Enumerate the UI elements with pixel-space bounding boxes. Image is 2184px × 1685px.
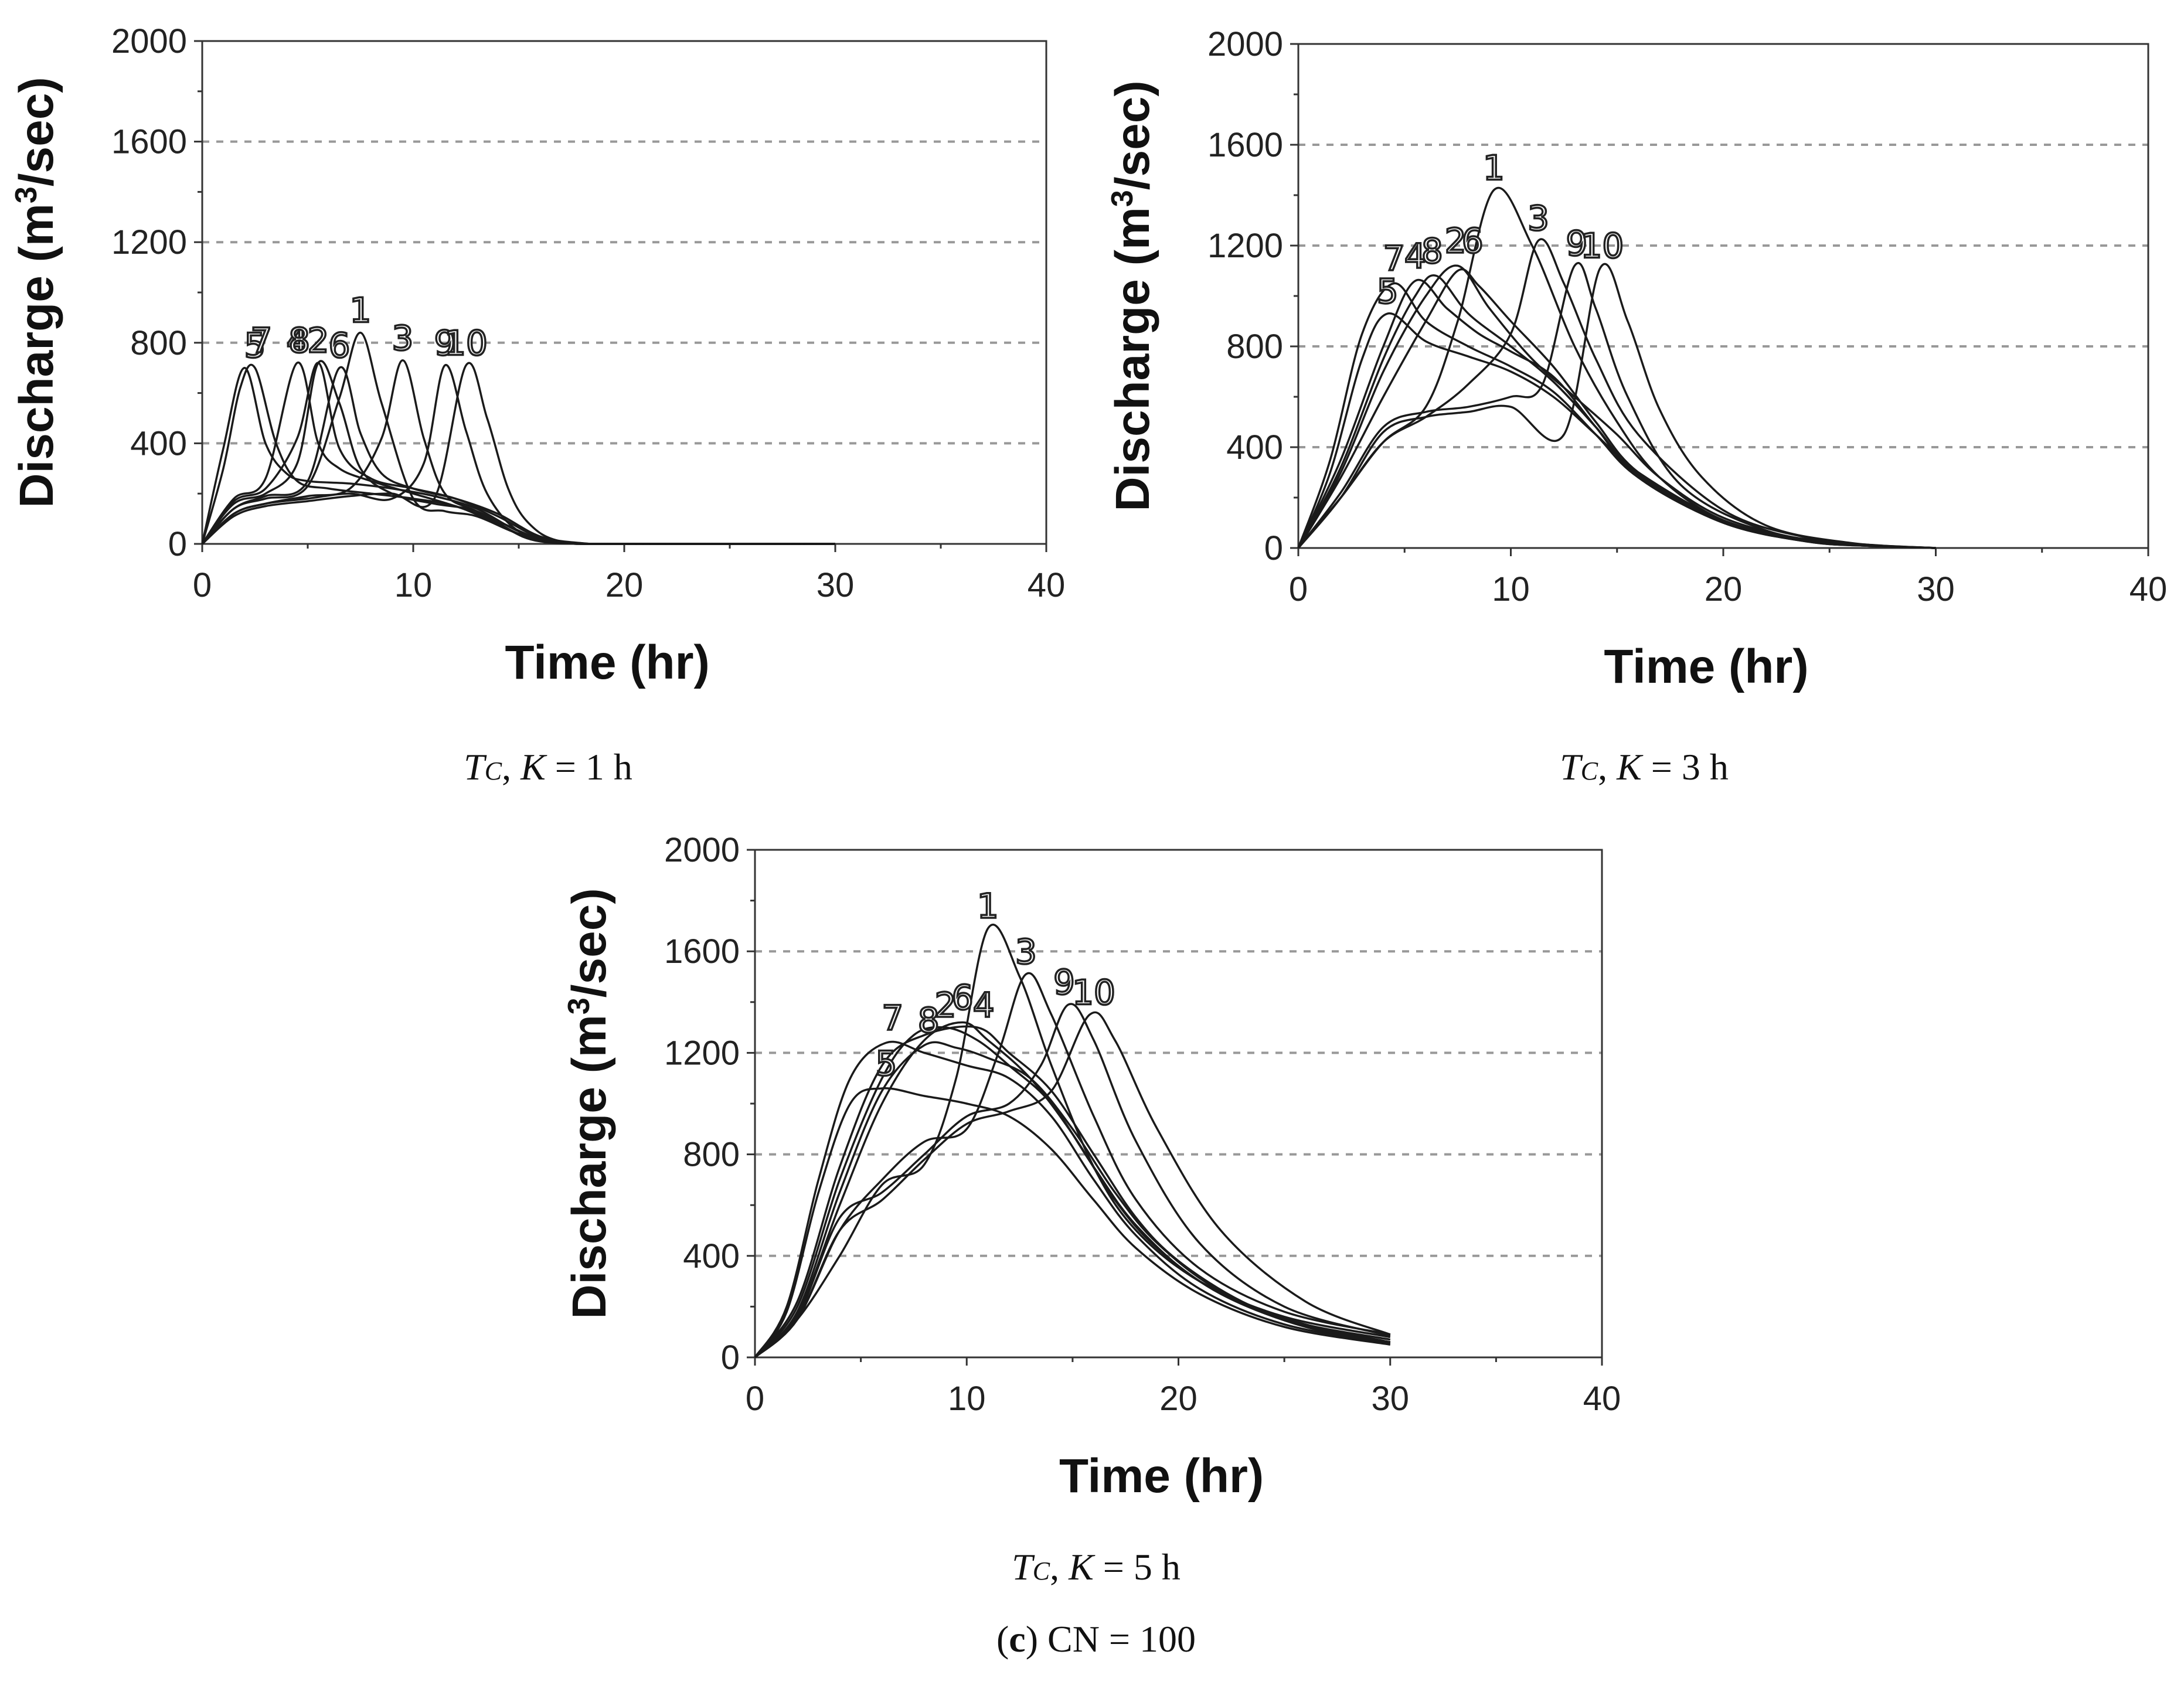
x-tick-label: 20: [1159, 1380, 1198, 1418]
peak-label-6: 6: [1462, 221, 1484, 261]
peak-label-5: 5: [244, 326, 266, 366]
peak-label-8: 8: [918, 1000, 940, 1040]
x-axis-title: Time (hr): [1059, 1449, 1264, 1503]
x-tick-label: 30: [1917, 570, 1955, 608]
y-tick-label: 400: [683, 1237, 740, 1275]
series-line-7: [1297, 282, 1936, 549]
series-line-4: [201, 362, 836, 545]
x-tick-label: 20: [1705, 570, 1743, 608]
peak-label-6: 6: [952, 978, 974, 1017]
caption-panel-1: TC, K = 1 h: [464, 746, 632, 788]
series-line-8: [1297, 274, 1936, 549]
x-tick-label: 40: [1028, 566, 1066, 604]
y-tick-label: 2000: [664, 831, 740, 869]
peak-label-9: 9: [1566, 223, 1587, 263]
series-line-10: [1297, 263, 1936, 549]
peak-label-7: 7: [250, 321, 272, 360]
series-line-8: [754, 1041, 1391, 1359]
peak-label-10: 10: [444, 323, 488, 363]
x-tick-label: 40: [2129, 570, 2168, 608]
series-line-4: [1297, 278, 1936, 549]
y-tick-label: 800: [1226, 328, 1283, 366]
peak-label-7: 7: [1383, 239, 1405, 278]
peak-label-10: 10: [1072, 972, 1115, 1012]
series-line-9: [1297, 262, 1936, 549]
peak-label-1: 1: [350, 291, 372, 331]
series-line-10: [754, 1011, 1391, 1359]
peak-label-4: 4: [287, 321, 308, 360]
x-tick-label: 20: [605, 566, 644, 604]
x-tick-label: 10: [1492, 570, 1530, 608]
peak-label-5: 5: [876, 1044, 897, 1084]
peak-label-4: 4: [973, 985, 995, 1025]
peak-label-3: 3: [1015, 932, 1037, 972]
peak-label-2: 2: [308, 321, 329, 360]
chart-panel-tc-k-1h: 0 400 800 1200 1600 2000 0 10 20 30 40 Time (hr) Dis…: [9, 22, 1065, 689]
y-tick-label: 400: [130, 424, 187, 462]
series-line-5: [201, 363, 836, 546]
x-tick-label: 10: [394, 566, 433, 604]
caption-panel-2: TC, K = 3 h: [1560, 746, 1729, 788]
series-line-9: [201, 364, 836, 545]
y-tick-label: 2000: [111, 22, 187, 60]
series-line-6: [754, 1021, 1391, 1359]
peak-label-7: 7: [882, 998, 903, 1038]
peak-label-4: 4: [1404, 236, 1426, 276]
series-line-9: [754, 1003, 1391, 1359]
peak-label-9: 9: [1053, 962, 1075, 1002]
y-tick-label: 1600: [664, 932, 740, 971]
y-tick-label: 1600: [111, 123, 187, 161]
y-tick-label: 1200: [1207, 227, 1283, 265]
y-tick-label: 800: [683, 1136, 740, 1174]
y-tick-label: 1200: [111, 223, 187, 261]
caption-panel-3: TC, K = 5 h: [1012, 1546, 1181, 1588]
peak-label-8: 8: [1421, 231, 1443, 271]
peak-label-5: 5: [1377, 271, 1399, 311]
y-tick-label: 400: [1226, 428, 1283, 467]
x-tick-label: 0: [746, 1380, 764, 1418]
series-line-2: [201, 360, 836, 545]
series-line-7: [754, 1040, 1391, 1358]
y-axis-title: Discharge (m3/sec): [562, 888, 616, 1319]
peak-label-2: 2: [1445, 221, 1467, 261]
y-tick-label: 0: [168, 525, 187, 563]
x-tick-label: 40: [1583, 1380, 1621, 1418]
peak-label-1: 1: [1483, 148, 1505, 188]
peak-label-6: 6: [329, 326, 351, 366]
y-tick-label: 800: [130, 324, 187, 362]
y-tick-label: 0: [1264, 529, 1283, 567]
y-tick-label: 1200: [664, 1034, 740, 1072]
x-tick-label: 0: [193, 566, 212, 604]
x-tick-label: 0: [1289, 570, 1308, 608]
series-line-6: [201, 366, 836, 545]
peak-label-2: 2: [935, 985, 957, 1025]
y-tick-label: 1600: [1207, 126, 1283, 164]
peak-label-3: 3: [1528, 198, 1549, 238]
plot-frame: [201, 40, 1047, 545]
peak-label-3: 3: [392, 318, 414, 358]
peak-label-10: 10: [1580, 226, 1624, 266]
peak-label-8: 8: [288, 321, 310, 360]
peak-label-9: 9: [434, 323, 456, 363]
y-axis-title: Discharge (m3/sec): [1105, 80, 1159, 511]
chart-panel-tc-k-5h: 0 400 800 1200 1600 2000 0 10 20 30 40 Time (hr) Dis…: [562, 831, 1621, 1503]
series-line-3: [754, 972, 1391, 1359]
x-tick-label: 30: [817, 566, 855, 604]
series-line-10: [201, 362, 836, 546]
y-tick-label: 2000: [1207, 25, 1283, 63]
x-axis-title: Time (hr): [505, 636, 710, 689]
peak-label-1: 1: [977, 886, 999, 926]
figure-caption: (c) CN = 100: [996, 1618, 1196, 1660]
series-line-7: [201, 366, 836, 545]
x-tick-label: 30: [1371, 1380, 1409, 1418]
series-line-8: [201, 362, 836, 545]
y-tick-label: 0: [721, 1339, 740, 1377]
y-axis-title: Discharge (m3/sec): [9, 77, 63, 508]
x-axis-title: Time (hr): [1604, 640, 1808, 693]
x-tick-label: 10: [948, 1380, 986, 1418]
chart-panel-tc-k-3h: 0 400 800 1200 1600 2000 0 10 20 30 40 Time (hr) Dis…: [1105, 25, 2167, 693]
series-line-3: [201, 359, 836, 545]
